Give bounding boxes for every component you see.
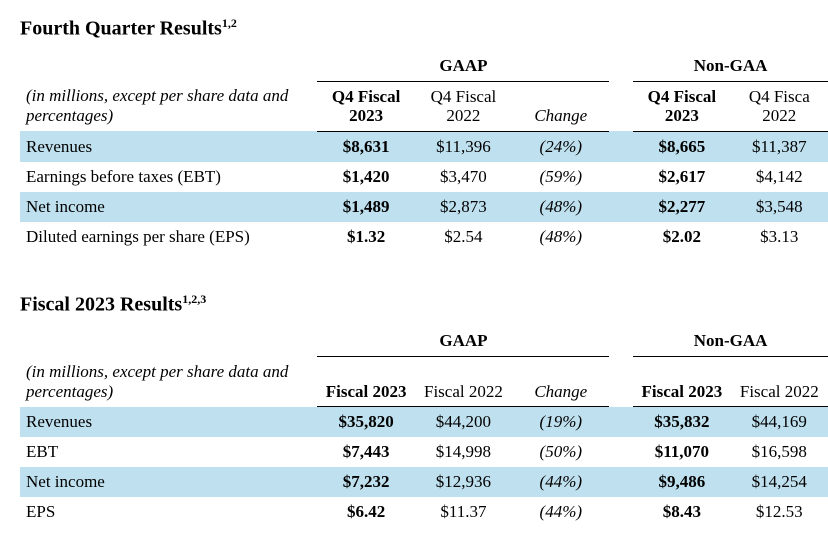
group-header-gaap: GAAP — [317, 51, 609, 82]
section2-table: GAAP Non-GAA (in millions, except per sh… — [20, 326, 828, 527]
table-row: Net income $7,232 $12,936 (44%) $9,486 $… — [20, 467, 828, 497]
cell: $2,277 — [633, 192, 730, 222]
cell: $2,617 — [633, 162, 730, 192]
table-col-header-row: (in millions, except per share data and … — [20, 81, 828, 131]
cell: $7,232 — [317, 467, 414, 497]
cell: $35,832 — [633, 407, 730, 438]
table-row: Earnings before taxes (EBT) $1,420 $3,47… — [20, 162, 828, 192]
row-label: Earnings before taxes (EBT) — [20, 162, 317, 192]
cell: $2.02 — [633, 222, 730, 252]
row-label: Net income — [20, 467, 317, 497]
cell: $1,489 — [317, 192, 414, 222]
section2-heading-sup: 1,2,3 — [182, 292, 206, 306]
cell: $3.13 — [731, 222, 828, 252]
cell: $11,387 — [731, 131, 828, 162]
table-row: EBT $7,443 $14,998 (50%) $11,070 $16,598 — [20, 437, 828, 467]
cell: $2.54 — [415, 222, 512, 252]
cell: $11,070 — [633, 437, 730, 467]
table-caption: (in millions, except per share data and … — [20, 81, 317, 131]
section2-heading-text: Fiscal 2023 Results — [20, 293, 182, 315]
col-header: Q4 Fiscal 2023 — [633, 81, 730, 131]
cell: $11,396 — [415, 131, 512, 162]
cell: $35,820 — [317, 407, 414, 438]
col-header: Q4 Fisca 2022 — [731, 81, 828, 131]
group-header-gaap: GAAP — [317, 326, 609, 357]
col-header: Q4 Fiscal 2023 — [317, 81, 414, 131]
cell: $14,998 — [415, 437, 512, 467]
col-header: Q4 Fiscal 2022 — [415, 81, 512, 131]
section2-heading: Fiscal 2023 Results1,2,3 — [20, 292, 828, 317]
table-caption: (in millions, except per share data and … — [20, 357, 317, 407]
section1-heading-sup: 1,2 — [222, 16, 237, 30]
spacer-row — [20, 252, 828, 288]
table-row: Net income $1,489 $2,873 (48%) $2,277 $3… — [20, 192, 828, 222]
cell: $8,665 — [633, 131, 730, 162]
table-group-row: GAAP Non-GAA — [20, 51, 828, 82]
cell: (24%) — [512, 131, 609, 162]
table-group-row: GAAP Non-GAA — [20, 326, 828, 357]
section1-heading: Fourth Quarter Results1,2 — [20, 16, 828, 41]
cell: (59%) — [512, 162, 609, 192]
col-header: Change — [512, 357, 609, 407]
cell: $44,200 — [415, 407, 512, 438]
cell: $12.53 — [731, 497, 828, 527]
row-label: Net income — [20, 192, 317, 222]
cell: (44%) — [512, 467, 609, 497]
cell: $14,254 — [731, 467, 828, 497]
col-header: Fiscal 2022 — [415, 357, 512, 407]
cell: $3,548 — [731, 192, 828, 222]
table-row: Revenues $35,820 $44,200 (19%) $35,832 $… — [20, 407, 828, 438]
section1-heading-text: Fourth Quarter Results — [20, 18, 222, 40]
cell: $2,873 — [415, 192, 512, 222]
cell: (48%) — [512, 222, 609, 252]
cell: (19%) — [512, 407, 609, 438]
cell: $6.42 — [317, 497, 414, 527]
cell: $1.32 — [317, 222, 414, 252]
cell: $11.37 — [415, 497, 512, 527]
table-row: Diluted earnings per share (EPS) $1.32 $… — [20, 222, 828, 252]
row-label: EBT — [20, 437, 317, 467]
cell: $12,936 — [415, 467, 512, 497]
table-col-header-row: (in millions, except per share data and … — [20, 357, 828, 407]
cell: $8,631 — [317, 131, 414, 162]
table-row: EPS $6.42 $11.37 (44%) $8.43 $12.53 — [20, 497, 828, 527]
cell: $7,443 — [317, 437, 414, 467]
cell: $8.43 — [633, 497, 730, 527]
group-header-nongaap: Non-GAA — [633, 51, 828, 82]
cell: $44,169 — [731, 407, 828, 438]
col-header: Fiscal 2023 — [633, 357, 730, 407]
cell: (50%) — [512, 437, 609, 467]
section1-table: GAAP Non-GAA (in millions, except per sh… — [20, 51, 828, 288]
row-label: EPS — [20, 497, 317, 527]
cell: (48%) — [512, 192, 609, 222]
row-label: Diluted earnings per share (EPS) — [20, 222, 317, 252]
cell: $4,142 — [731, 162, 828, 192]
col-header: Change — [512, 81, 609, 131]
col-header: Fiscal 2023 — [317, 357, 414, 407]
cell: $3,470 — [415, 162, 512, 192]
group-header-nongaap: Non-GAA — [633, 326, 828, 357]
cell: $16,598 — [731, 437, 828, 467]
table-row: Revenues $8,631 $11,396 (24%) $8,665 $11… — [20, 131, 828, 162]
cell: (44%) — [512, 497, 609, 527]
row-label: Revenues — [20, 131, 317, 162]
cell: $1,420 — [317, 162, 414, 192]
col-header: Fiscal 2022 — [731, 357, 828, 407]
row-label: Revenues — [20, 407, 317, 438]
cell: $9,486 — [633, 467, 730, 497]
